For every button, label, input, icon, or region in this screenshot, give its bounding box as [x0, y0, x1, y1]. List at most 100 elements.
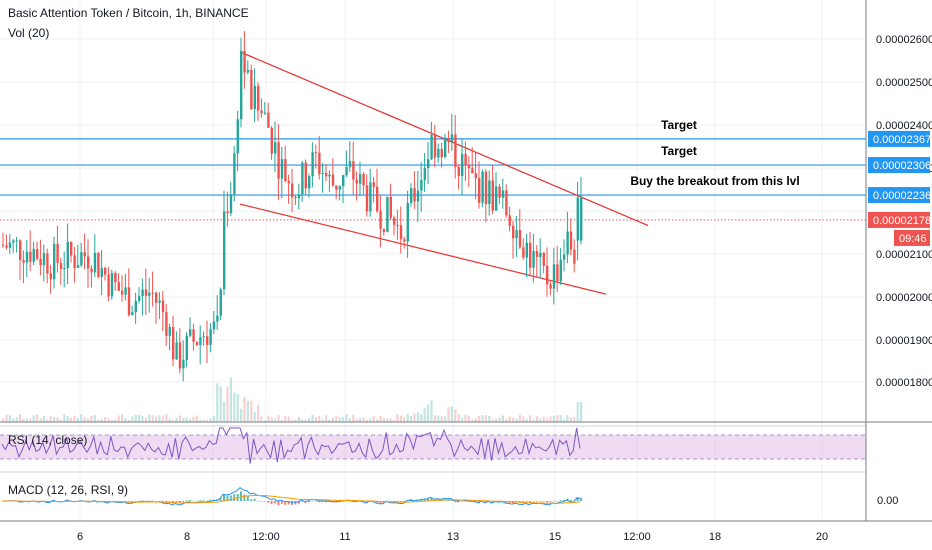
candle-body [93, 252, 97, 273]
volume-bar [518, 415, 521, 422]
candle-body [342, 175, 345, 187]
candle-body [182, 359, 185, 369]
level-annotation: Target [661, 118, 697, 132]
volume-bar [66, 416, 69, 422]
candle-body [165, 312, 168, 336]
candle-body [430, 134, 433, 160]
candle-body [233, 153, 236, 195]
volume-bar [12, 418, 15, 422]
signal-line [2, 494, 581, 504]
macd-histogram-bar [243, 494, 246, 501]
volume-bar [49, 416, 52, 422]
volume-bar [396, 414, 399, 422]
candle-body [25, 251, 29, 263]
volume-bar [59, 419, 62, 422]
candle-body [70, 241, 73, 256]
horizontal-levels [0, 138, 866, 221]
macd-histogram-bar [131, 501, 134, 503]
volume-bar [216, 383, 219, 422]
macd-histogram-bar [423, 498, 426, 501]
macd-histogram-bar [525, 501, 528, 502]
level-price-tag-text: 0.00002367 [873, 134, 931, 146]
macd-histogram-bar [362, 501, 365, 502]
candle-body [461, 153, 464, 176]
candle-body [2, 244, 5, 246]
volume-bar [355, 418, 358, 422]
volume-bar [297, 416, 300, 422]
volume-bar [508, 416, 511, 422]
volume-bar [505, 419, 508, 422]
price-tick-label: 0.00001800 [876, 377, 932, 389]
volume-bar [512, 417, 515, 422]
volume-bar [474, 418, 477, 422]
candle-body [393, 217, 396, 225]
candle-body [372, 182, 375, 187]
volume-bar [318, 416, 321, 422]
macd-histogram-bar [263, 501, 266, 502]
volume-bar [138, 414, 141, 422]
volume-bar [495, 418, 498, 422]
candle-body [83, 252, 86, 257]
volume-bar [338, 417, 341, 422]
candle-body [202, 336, 205, 338]
volume-bar [229, 377, 232, 422]
macd-histogram-bar [257, 500, 259, 502]
candle-body [236, 119, 239, 154]
volume-bar [372, 416, 375, 422]
candle-body [284, 159, 287, 181]
macd-histogram-bar [178, 501, 181, 504]
volume-bar [535, 416, 538, 422]
volume-bar [471, 419, 474, 422]
candle-body [144, 289, 148, 296]
candle-body [155, 292, 158, 303]
candle-body [73, 255, 76, 268]
macd-histogram-bar [345, 500, 348, 502]
candle-body [498, 186, 501, 198]
volume-bar [566, 415, 569, 422]
candle-body [80, 252, 83, 266]
macd-histogram-bar [294, 501, 297, 505]
candle-body [512, 225, 515, 239]
volume-bar [416, 412, 419, 422]
volume-bar [532, 419, 535, 422]
volume-bar [5, 414, 8, 422]
volume-bar [226, 387, 229, 422]
volume-bar [114, 419, 117, 422]
volume-label: Vol (20) [8, 26, 49, 40]
volume-bar [539, 418, 542, 422]
volume-bar [498, 417, 501, 422]
candle-body [107, 274, 110, 297]
candle-body [134, 300, 137, 313]
volume-bar [501, 415, 504, 422]
candle-body [549, 284, 552, 289]
candle-body [352, 161, 355, 180]
volume-bar [450, 406, 453, 422]
macd-histogram-bar [223, 494, 225, 501]
volume-bar [107, 418, 110, 422]
volume-bar [280, 419, 283, 422]
candle-body [495, 186, 498, 211]
volume-bar [73, 415, 76, 422]
volume-bar [141, 415, 144, 422]
candle-body [450, 134, 454, 143]
volume-bar [352, 414, 355, 422]
volume-bar [481, 415, 484, 422]
volume-bar [270, 417, 273, 422]
volume-bar [569, 417, 572, 422]
candle-body [437, 148, 440, 158]
current-price-tag [868, 211, 930, 228]
candle-body [532, 250, 535, 268]
candle-body [206, 336, 209, 345]
macd-label: MACD (12, 26, RSI, 9) [8, 483, 128, 497]
candle-body [277, 142, 280, 179]
macd-histogram-bar [301, 501, 304, 502]
candle-body [104, 267, 107, 275]
volume-bar [90, 415, 93, 422]
volume-bar [321, 419, 324, 422]
candle-body [148, 292, 151, 296]
candle-body [124, 287, 127, 295]
candle-body [39, 258, 42, 266]
candle-body [19, 240, 22, 261]
volume-bar [362, 417, 365, 422]
